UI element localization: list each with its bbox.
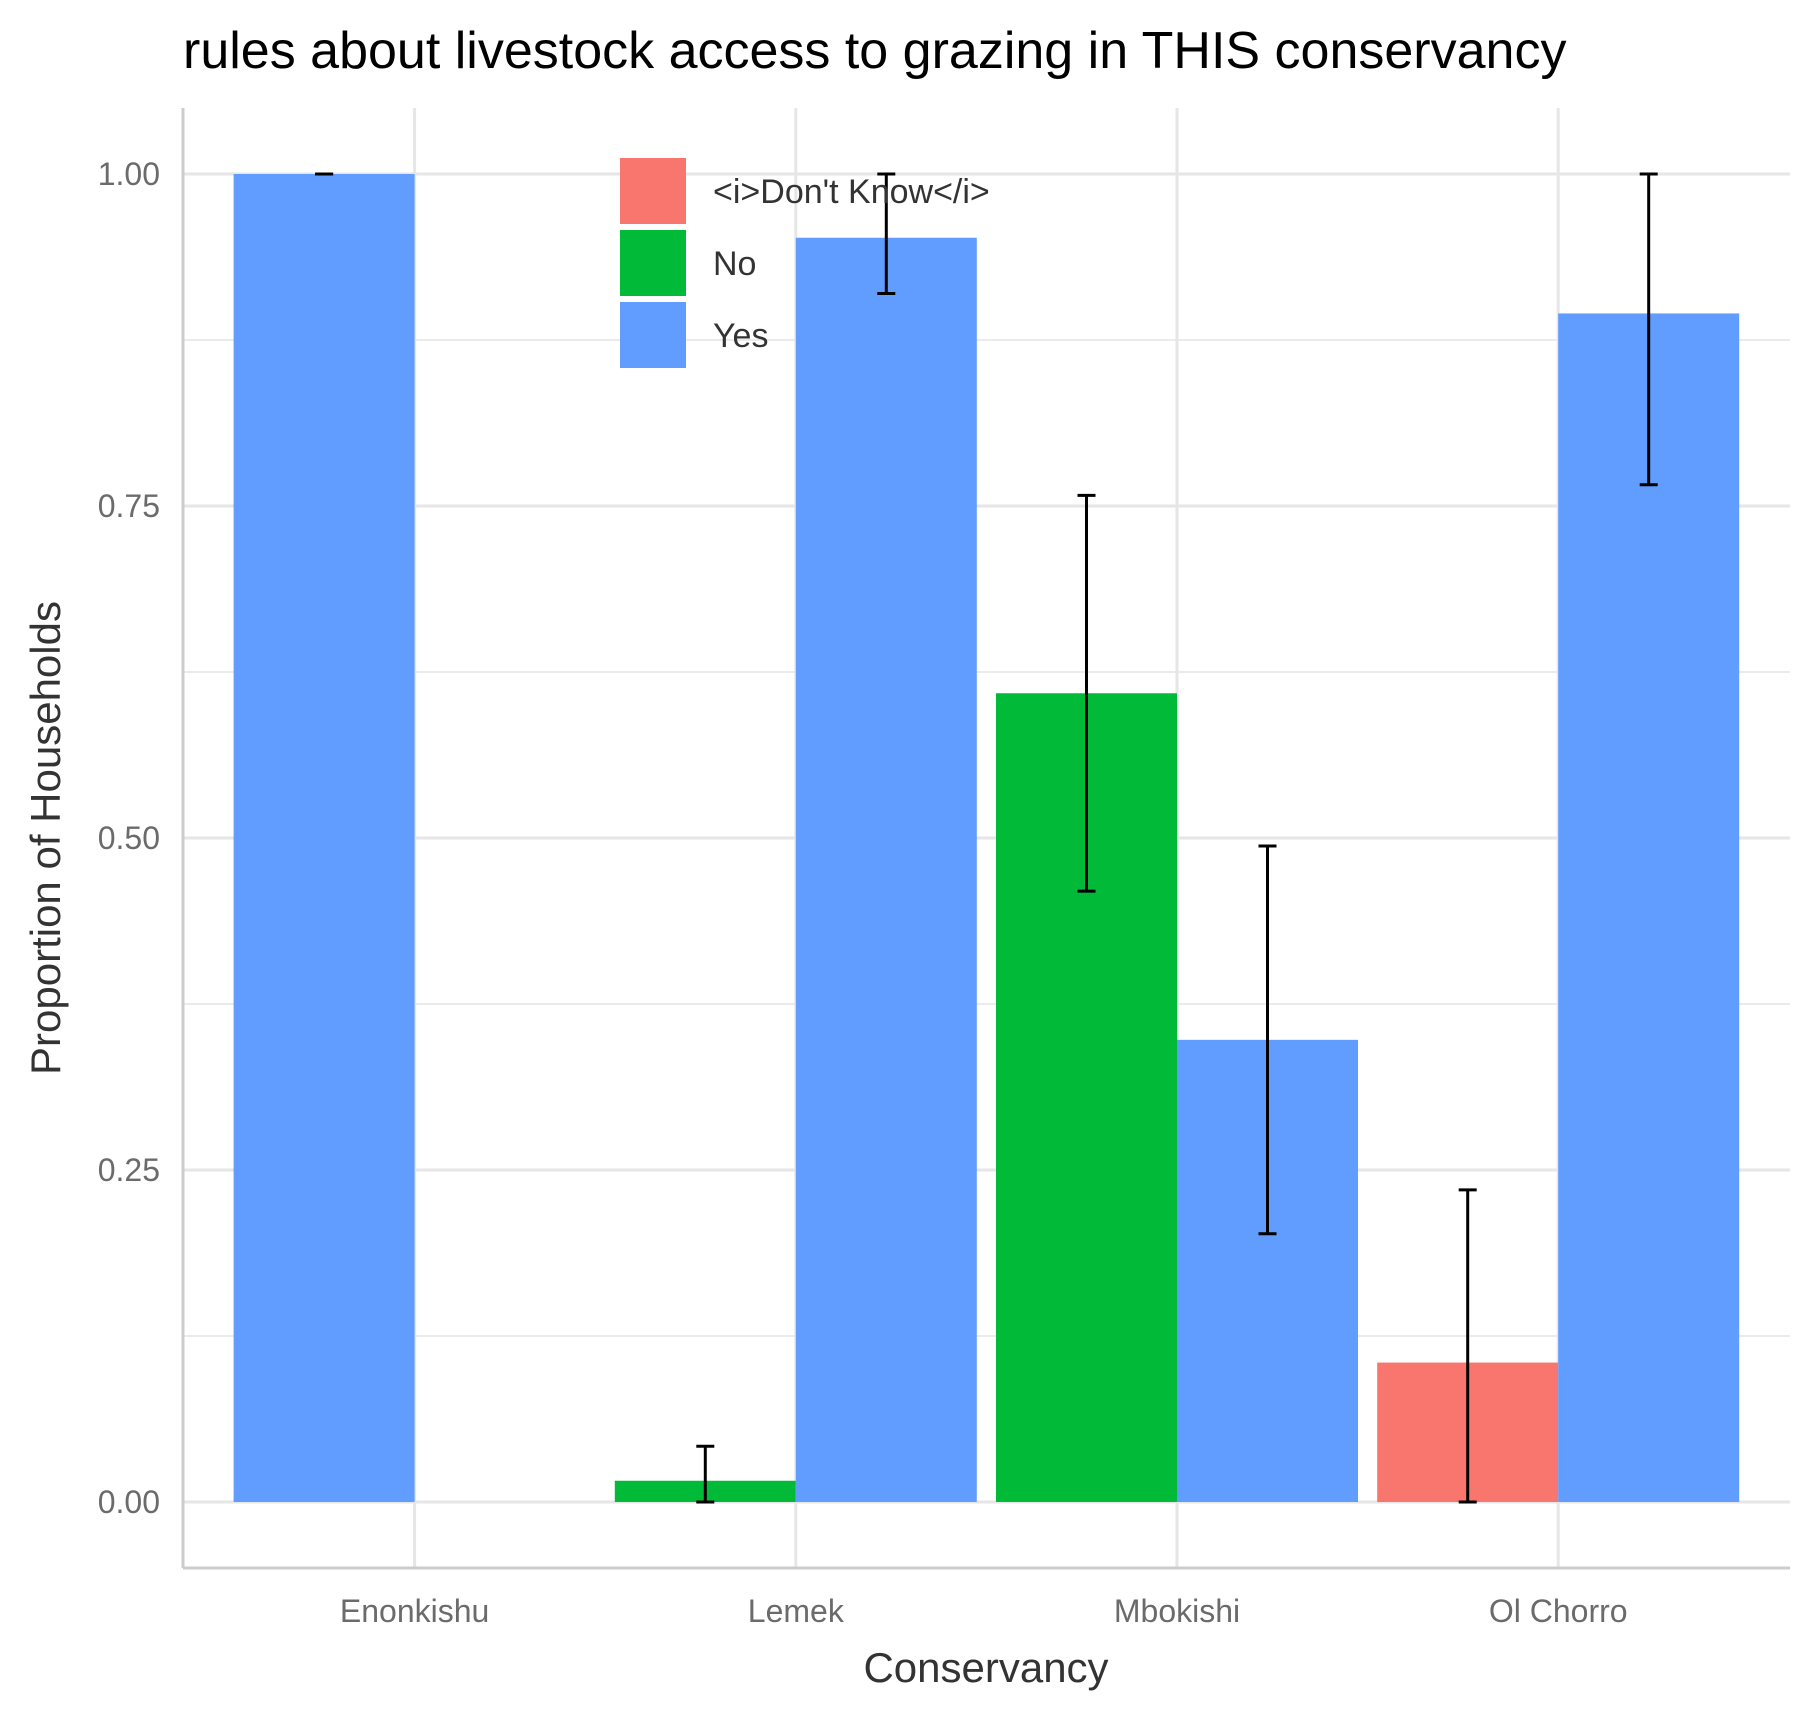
legend: <i>Don't Know</i> No Yes [620,158,990,368]
legend-label: <i>Don't Know</i> [713,173,990,211]
x-tick-label: Enonkishu [340,1593,489,1629]
y-tick-label: 0.75 [98,488,160,524]
bar [233,174,415,1502]
legend-key [620,302,686,368]
y-tick-label: 0.00 [98,1484,160,1520]
y-tick-label: 0.25 [98,1152,160,1188]
chart-title: rules about livestock access to grazing … [183,22,1566,80]
grid [183,108,1790,1568]
y-axis-title: Proportion of Households [22,601,69,1075]
x-axis-title: Conservancy [863,1644,1108,1691]
y-tick-label: 1.00 [98,156,160,192]
legend-label: No [713,245,756,283]
x-tick-label: Mbokishi [1114,1593,1240,1629]
x-tick-label: Ol Chorro [1489,1593,1628,1629]
x-tick-label: Lemek [748,1593,845,1629]
bar [1558,313,1740,1503]
legend-key [620,158,686,224]
y-tick-label: 0.50 [98,820,160,856]
legend-key [620,230,686,296]
axes: 0.00 0.25 0.50 0.75 1.00 Enonkishu Lemek Mbokis… [98,108,1790,1629]
legend-label: Yes [713,317,768,355]
bar [795,237,977,1502]
error-bars [315,172,1658,1504]
